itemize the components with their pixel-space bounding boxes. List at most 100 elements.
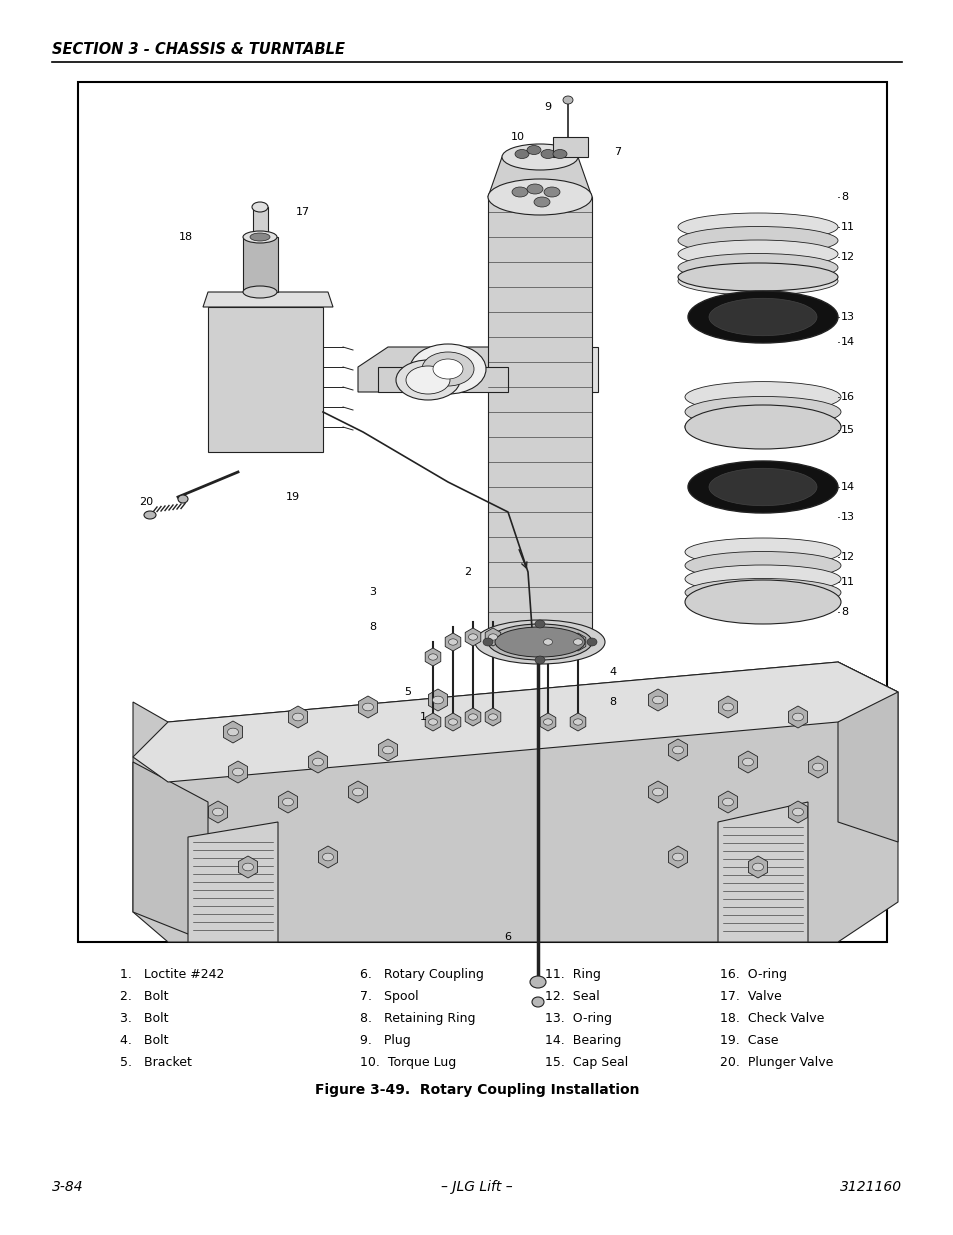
Text: 14: 14 — [841, 482, 854, 492]
Polygon shape — [425, 648, 440, 666]
Text: 3: 3 — [369, 587, 376, 597]
Ellipse shape — [535, 656, 544, 664]
Polygon shape — [318, 846, 337, 868]
Ellipse shape — [213, 808, 223, 816]
Text: 20: 20 — [139, 496, 152, 508]
Text: 7: 7 — [614, 147, 621, 157]
Polygon shape — [132, 762, 208, 942]
Text: SECTION 3 - CHASSIS & TURNTABLE: SECTION 3 - CHASSIS & TURNTABLE — [52, 42, 345, 57]
Text: 11: 11 — [841, 222, 854, 232]
Ellipse shape — [178, 495, 188, 503]
Ellipse shape — [242, 863, 253, 871]
Text: 13: 13 — [841, 312, 854, 322]
Polygon shape — [485, 629, 500, 646]
Ellipse shape — [573, 638, 582, 645]
Ellipse shape — [672, 853, 682, 861]
Polygon shape — [570, 634, 585, 651]
Text: 12: 12 — [841, 252, 854, 262]
Polygon shape — [837, 662, 897, 842]
Ellipse shape — [421, 352, 474, 387]
Ellipse shape — [233, 768, 243, 776]
Ellipse shape — [678, 226, 837, 254]
Ellipse shape — [515, 149, 529, 158]
Text: 5: 5 — [404, 687, 411, 697]
Ellipse shape — [721, 798, 733, 806]
Polygon shape — [223, 721, 242, 743]
Ellipse shape — [448, 719, 457, 725]
Ellipse shape — [482, 638, 493, 646]
Ellipse shape — [512, 186, 527, 198]
Polygon shape — [358, 697, 377, 718]
Ellipse shape — [687, 291, 837, 343]
Ellipse shape — [586, 638, 597, 646]
Text: 8: 8 — [841, 191, 847, 203]
Polygon shape — [357, 347, 507, 391]
Ellipse shape — [495, 627, 584, 657]
Polygon shape — [507, 347, 598, 391]
Polygon shape — [288, 706, 307, 727]
Polygon shape — [428, 689, 447, 711]
Polygon shape — [377, 367, 507, 391]
Ellipse shape — [752, 863, 762, 871]
Ellipse shape — [410, 345, 485, 394]
Ellipse shape — [684, 578, 841, 606]
Text: 13.  O-ring: 13. O-ring — [544, 1011, 612, 1025]
Polygon shape — [668, 846, 687, 868]
Text: 6.   Rotary Coupling: 6. Rotary Coupling — [359, 968, 483, 981]
Text: 8.   Retaining Ring: 8. Retaining Ring — [359, 1011, 475, 1025]
Text: 16: 16 — [841, 391, 854, 403]
Ellipse shape — [684, 411, 841, 442]
Text: 19: 19 — [286, 492, 300, 501]
Polygon shape — [445, 713, 460, 731]
Text: 17: 17 — [295, 207, 310, 217]
Polygon shape — [539, 713, 556, 731]
Polygon shape — [238, 856, 257, 878]
Ellipse shape — [428, 719, 437, 725]
Text: 15.  Cap Seal: 15. Cap Seal — [544, 1056, 628, 1070]
Polygon shape — [539, 634, 556, 651]
Text: 18.  Check Valve: 18. Check Valve — [720, 1011, 823, 1025]
Ellipse shape — [543, 186, 559, 198]
Text: 9: 9 — [544, 103, 551, 112]
Polygon shape — [465, 708, 480, 726]
Ellipse shape — [433, 359, 462, 379]
Text: 2.   Bolt: 2. Bolt — [120, 990, 169, 1003]
Ellipse shape — [812, 763, 822, 771]
Polygon shape — [445, 634, 460, 651]
Ellipse shape — [792, 713, 802, 721]
Ellipse shape — [678, 212, 837, 241]
Ellipse shape — [468, 714, 477, 720]
Polygon shape — [738, 751, 757, 773]
Ellipse shape — [708, 468, 816, 505]
Polygon shape — [132, 662, 897, 782]
Ellipse shape — [684, 405, 841, 450]
Ellipse shape — [534, 198, 550, 207]
Ellipse shape — [562, 96, 573, 104]
Ellipse shape — [362, 703, 374, 711]
Ellipse shape — [293, 713, 303, 721]
Polygon shape — [188, 823, 277, 942]
Ellipse shape — [352, 788, 363, 795]
Ellipse shape — [448, 638, 457, 645]
Ellipse shape — [543, 719, 552, 725]
Ellipse shape — [553, 149, 566, 158]
Ellipse shape — [687, 461, 837, 513]
Ellipse shape — [488, 714, 497, 720]
Text: 2: 2 — [464, 567, 471, 577]
Polygon shape — [425, 713, 440, 731]
Polygon shape — [465, 629, 480, 646]
Text: 1: 1 — [419, 713, 426, 722]
Text: – JLG Lift –: – JLG Lift – — [440, 1179, 513, 1194]
Ellipse shape — [684, 552, 841, 579]
Text: 3-84: 3-84 — [52, 1179, 84, 1194]
Text: 6: 6 — [504, 932, 511, 942]
Ellipse shape — [322, 853, 334, 861]
Polygon shape — [718, 802, 807, 942]
Text: 11: 11 — [841, 577, 854, 587]
Ellipse shape — [573, 719, 582, 725]
Polygon shape — [485, 708, 500, 726]
Polygon shape — [787, 802, 806, 823]
Ellipse shape — [227, 729, 238, 736]
Polygon shape — [718, 790, 737, 813]
Ellipse shape — [406, 366, 450, 394]
